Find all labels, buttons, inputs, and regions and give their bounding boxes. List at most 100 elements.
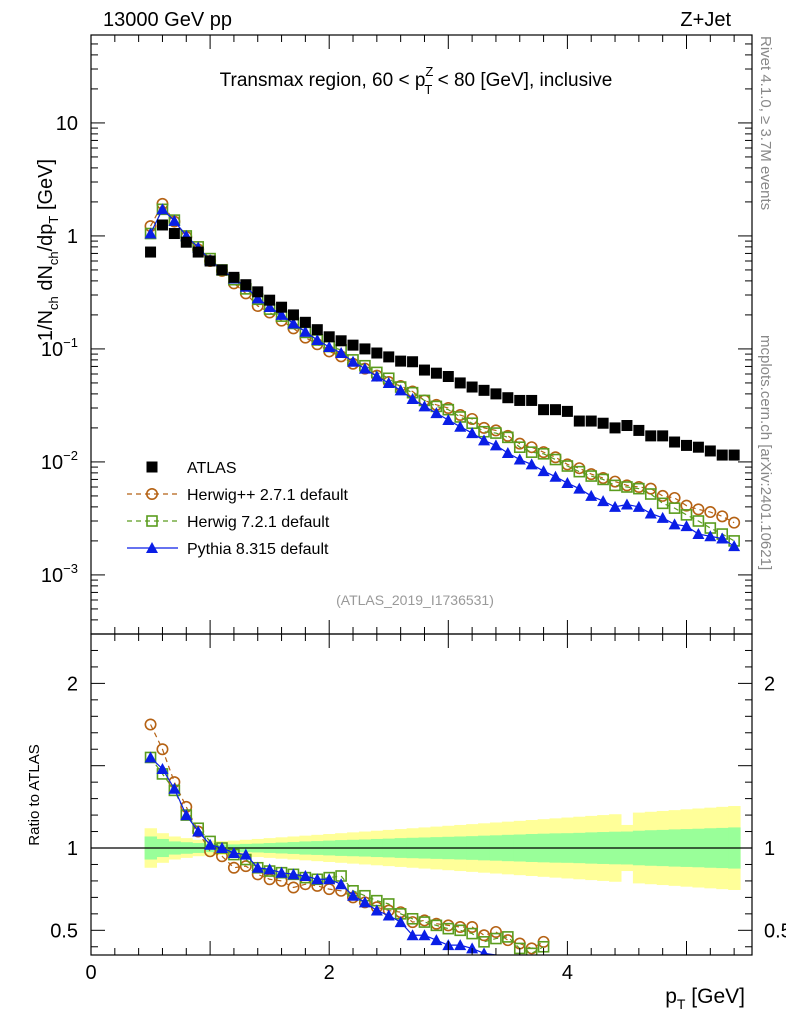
main-data-point [180, 236, 192, 248]
main-data-point [359, 343, 371, 355]
ratio-series-2 [144, 751, 498, 955]
main-data-point [585, 470, 598, 482]
main-data-point [549, 404, 561, 416]
main-data-point [323, 331, 335, 343]
main-data-point [287, 317, 300, 329]
ratio-data-point [168, 782, 181, 794]
main-data-point [454, 377, 466, 389]
legend-item: ATLAS [146, 460, 237, 477]
ratio-data-point [287, 868, 300, 880]
main-data-point [502, 392, 514, 404]
main-data-point [275, 308, 288, 320]
ratio-data-point [466, 927, 478, 940]
main-data-point [657, 430, 669, 442]
main-data-point [728, 449, 740, 461]
main-data-point [383, 351, 395, 363]
ratio-plot-frame [90, 633, 753, 956]
x-tick-label: 4 [562, 962, 573, 984]
main-data-point [382, 376, 395, 388]
main-data-point [609, 500, 622, 512]
x-tick-label: 0 [85, 962, 96, 984]
main-data-point [144, 227, 157, 239]
main-data-point [668, 491, 681, 504]
legend-marker [146, 515, 158, 527]
ratio-data-point [263, 863, 276, 875]
main-data-point [251, 292, 264, 304]
main-series-0 [145, 219, 740, 461]
ratio-data-point [478, 936, 490, 948]
main-data-point [716, 510, 729, 523]
ratio-data-point [358, 896, 371, 908]
ratio-data-point [180, 809, 193, 821]
ratio-data-point [370, 904, 383, 916]
ratio-panel: 2 2 1 1 0.5 0.5 0 2 4 Ratio to ATLAS pT [GeV] [26, 633, 786, 1012]
main-data-point [537, 465, 550, 477]
ratio-series-line [150, 724, 544, 950]
ratio-data-point [466, 921, 479, 934]
main-data-point [620, 498, 633, 510]
ratio-data-point [347, 889, 360, 901]
main-data-point [549, 470, 562, 482]
main-data-point [621, 420, 633, 432]
main-data-point [335, 335, 347, 347]
main-data-point [418, 400, 431, 412]
main-data-point [644, 507, 657, 519]
main-data-point [585, 415, 597, 427]
main-data-point [430, 407, 443, 419]
ratio-data-point [454, 939, 467, 951]
main-data-point [395, 355, 407, 367]
main-data-point [704, 506, 717, 519]
analysis-id-label: (ATLAS_2019_I1736531) [336, 592, 494, 608]
main-data-point [466, 427, 479, 439]
main-data-point [716, 532, 729, 544]
main-data-point [490, 388, 502, 400]
main-data-point [633, 424, 645, 436]
main-data-point [538, 404, 550, 416]
main-data-point [311, 324, 323, 336]
ratio-data-point [479, 947, 489, 955]
main-data-point [692, 441, 704, 453]
main-data-point [371, 347, 383, 359]
main-data-point [489, 439, 502, 451]
main-data-point [264, 294, 276, 306]
mcplots-reference-label: mcplots.cern.ch [arXiv:2401.10621] [757, 335, 774, 570]
main-y-tick-label: 10−1 [41, 335, 78, 361]
main-data-point [632, 500, 645, 512]
main-data-point [145, 246, 157, 258]
main-data-point [358, 362, 371, 374]
main-data-point [156, 219, 168, 231]
main-data-point [644, 488, 657, 500]
main-data-point [537, 447, 550, 460]
main-data-point [513, 441, 526, 453]
ratio-y-tick-label: 0.5 [50, 920, 78, 942]
legend-label: ATLAS [187, 460, 237, 477]
main-data-point [585, 489, 598, 501]
ratio-y-tick-label-right: 0.5 [764, 920, 786, 942]
main-series-line [150, 202, 735, 524]
ratio-data-point [216, 842, 229, 853]
main-data-point [645, 430, 657, 442]
main-data-point [668, 502, 681, 514]
main-data-point [216, 264, 228, 276]
main-data-point [716, 449, 728, 461]
ratio-data-point [227, 846, 240, 858]
main-data-point [311, 333, 324, 345]
main-data-point [252, 286, 264, 298]
main-data-point [525, 458, 538, 470]
main-data-point [406, 393, 419, 405]
ratio-data-point [382, 898, 395, 910]
legend-marker [146, 487, 159, 500]
ratio-data-point [525, 947, 538, 955]
legend: ATLAS Herwig++ 2.7.1 default Herwig 7.2.1 … [127, 460, 349, 558]
ratio-data-point [192, 825, 205, 837]
ratio-y-axis-label: Ratio to ATLAS [26, 744, 43, 845]
main-data-point [430, 367, 442, 379]
ratio-y-tick-label-right: 2 [764, 673, 775, 695]
main-data-point [501, 446, 514, 458]
main-data-point [680, 509, 693, 521]
main-panel: Transmax region, 60 < pZ T < 80 [GeV], in… [35, 34, 753, 635]
ratio-data-point [251, 861, 264, 873]
main-data-point [299, 316, 311, 328]
ratio-data-point [466, 942, 479, 954]
